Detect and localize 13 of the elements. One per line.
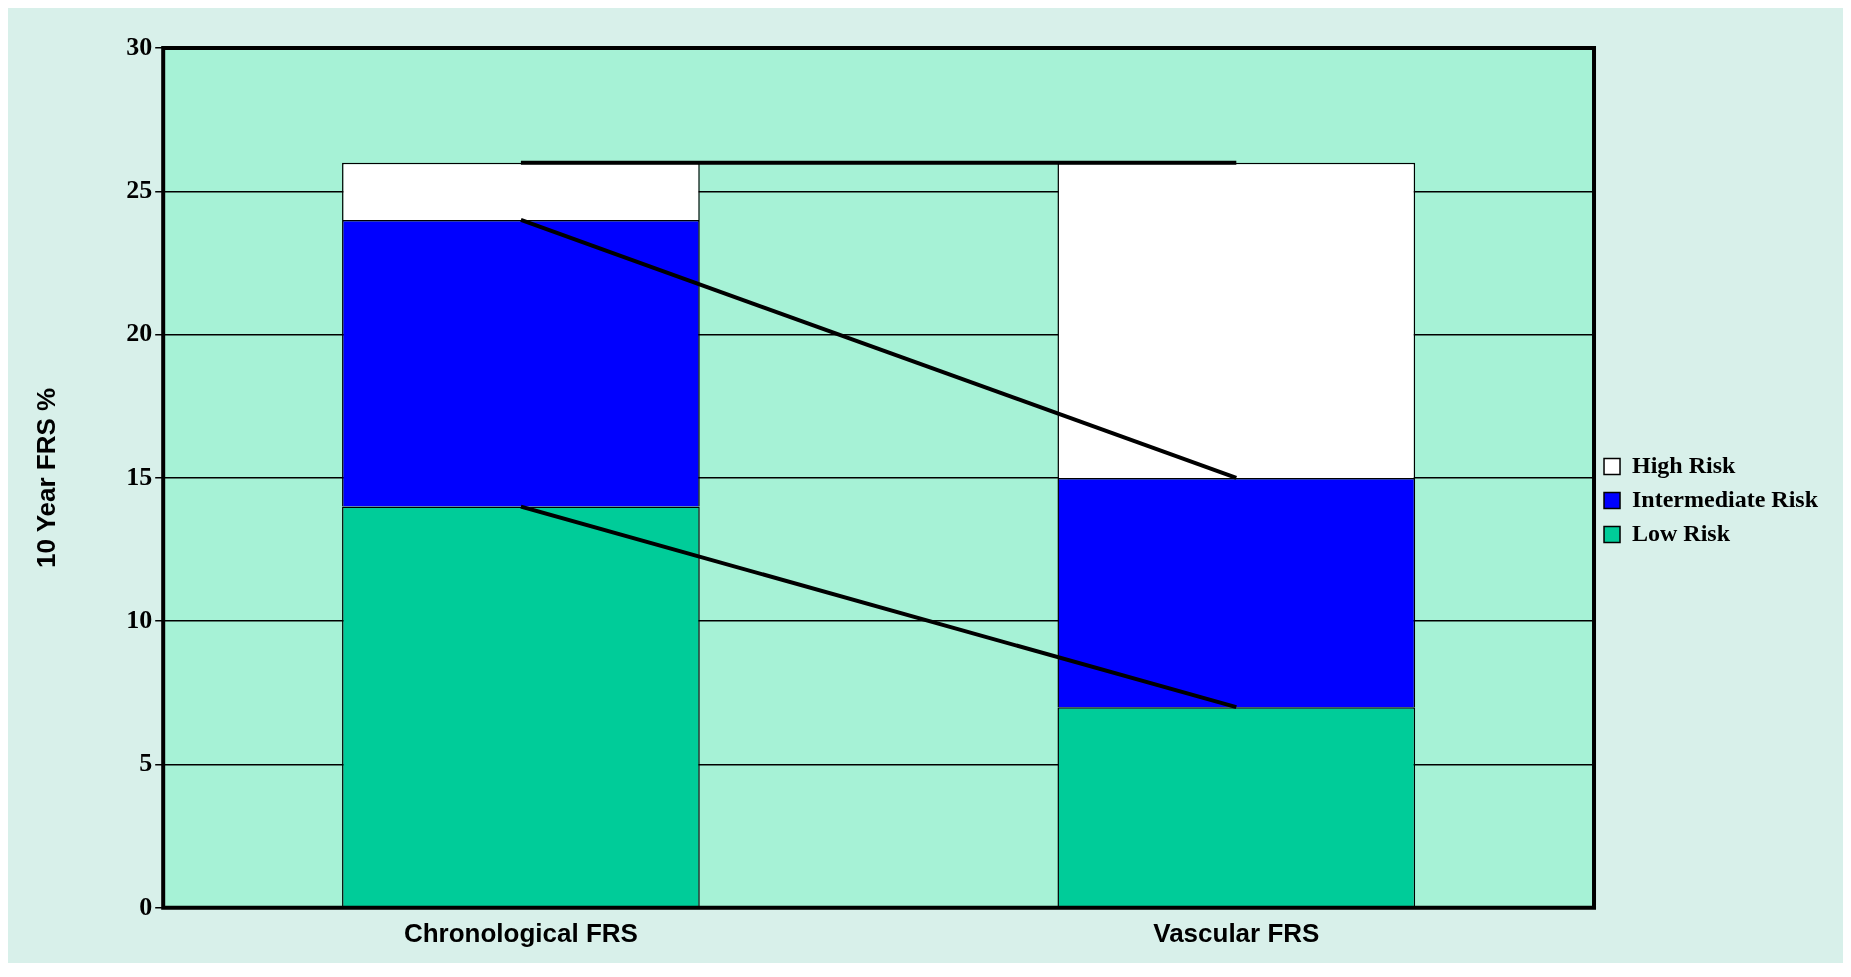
legend-label: High Risk [1632,451,1737,478]
x-tick-label: Chronological FRS [403,917,638,948]
y-tick-label: 5 [139,748,153,778]
y-tick-label: 25 [126,175,153,205]
y-tick-label: 10 [126,604,153,634]
y-tick-label: 20 [126,318,153,348]
x-tick-label: Vascular FRS [1153,917,1320,948]
legend-label: Intermediate Risk [1632,485,1819,512]
y-tick-label: 30 [126,31,153,61]
y-tick-label: 0 [139,891,153,921]
y-axis-title: 10 Year FRS % [30,387,61,568]
legend-label: Low Risk [1632,519,1731,546]
y-tick-label: 15 [126,461,153,491]
